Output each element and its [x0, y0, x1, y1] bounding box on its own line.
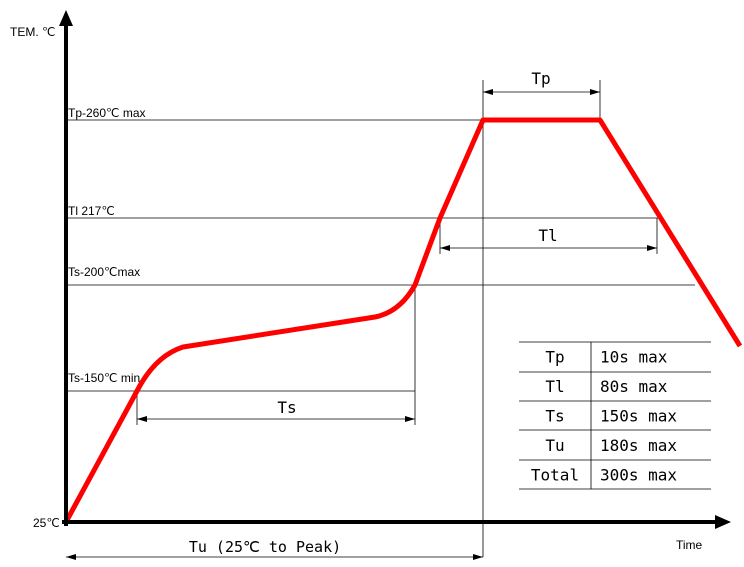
table-cell-param: Total: [531, 465, 579, 484]
level-label-ts-max: Ts-200℃max: [68, 265, 140, 279]
table-cell-value: 150s max: [600, 407, 677, 426]
dimension-label-tl: Tl: [538, 226, 557, 245]
table-cell-param: Tl: [545, 377, 564, 396]
dimension-tp: [483, 89, 600, 95]
temperature-profile-curve: [63, 117, 743, 524]
y-axis-label: TEM. ℃: [10, 25, 55, 39]
dimension-label-tu: Tu (25℃ to Peak): [189, 538, 341, 556]
table-cell-value: 300s max: [600, 465, 677, 484]
table-cell-value: 180s max: [600, 436, 677, 455]
level-label-ts-min: Ts-150℃ min: [68, 371, 140, 385]
table-cell-param: Ts: [545, 407, 564, 426]
dimension-tu: [66, 554, 483, 560]
parameter-table: Tp 10s max Tl 80s max Ts 150s max Tu 180s max To…: [519, 341, 711, 490]
level-label-tp: Tp-260℃ max: [68, 106, 146, 120]
table-cell-value: 80s max: [600, 377, 668, 396]
y-axis: [59, 10, 73, 526]
table-cell-param: Tp: [545, 348, 564, 367]
level-label-tl: Tl 217℃: [68, 204, 115, 218]
table-cell-param: Tu: [545, 436, 564, 455]
origin-label: 25℃: [33, 516, 60, 530]
dimension-tl: [440, 245, 657, 251]
x-axis: [62, 515, 731, 529]
dimension-label-ts: Ts: [277, 398, 296, 417]
table-cell-value: 10s max: [600, 348, 668, 367]
x-axis-label: Time: [676, 538, 703, 552]
dimension-label-tp: Tp: [531, 69, 550, 88]
dimension-ts: [137, 416, 415, 422]
